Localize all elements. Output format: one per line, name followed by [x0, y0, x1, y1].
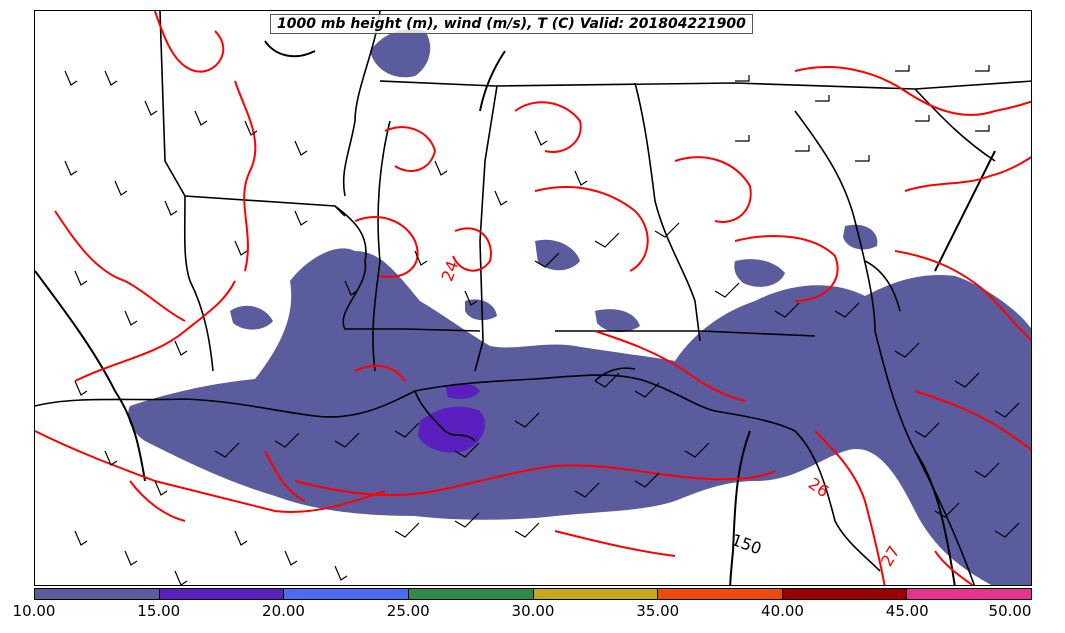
colorbar-segment [781, 589, 907, 599]
map-title: 1000 mb height (m), wind (m/s), T (C) Va… [270, 14, 753, 34]
colorbar-tick-label: 20.00 [262, 602, 305, 620]
colorbar-tick-label: 50.00 [988, 602, 1032, 620]
height-contours [35, 40, 996, 585]
height-contour-label-150: 150 [729, 530, 764, 558]
colorbar-tick-label: 40.00 [761, 602, 804, 620]
wind-speed-fill-15-20 [418, 383, 485, 453]
colorbar-segment [657, 589, 782, 599]
temperature-contour-label-24: 24 [437, 258, 462, 284]
colorbar-tick-label: 15.00 [137, 602, 181, 620]
map-canvas: 150 26 24 27 [35, 11, 1031, 585]
temperature-contours [35, 11, 1031, 585]
colorbar-tick-label: 25.00 [386, 602, 430, 620]
wind-barbs [64, 65, 1020, 585]
colorbar-segment [158, 589, 284, 599]
colorbar-segment [35, 589, 159, 599]
colorbar [34, 588, 1032, 600]
colorbar-tick-label: 10.00 [12, 602, 56, 620]
colorbar-tick-label: 30.00 [511, 602, 555, 620]
wind-speed-fill-10-15 [128, 29, 1031, 585]
map-panel: 150 26 24 27 [34, 10, 1032, 586]
colorbar-tick-label: 45.00 [885, 602, 929, 620]
colorbar-segment [407, 589, 533, 599]
colorbar-tick-label: 35.00 [636, 602, 680, 620]
colorbar-tick-labels: 10.00 15.00 20.00 25.00 30.00 35.00 40.0… [0, 602, 1065, 626]
state-borders [35, 11, 1031, 585]
colorbar-segment [906, 589, 1031, 599]
colorbar-segment [283, 589, 408, 599]
colorbar-segment [532, 589, 658, 599]
